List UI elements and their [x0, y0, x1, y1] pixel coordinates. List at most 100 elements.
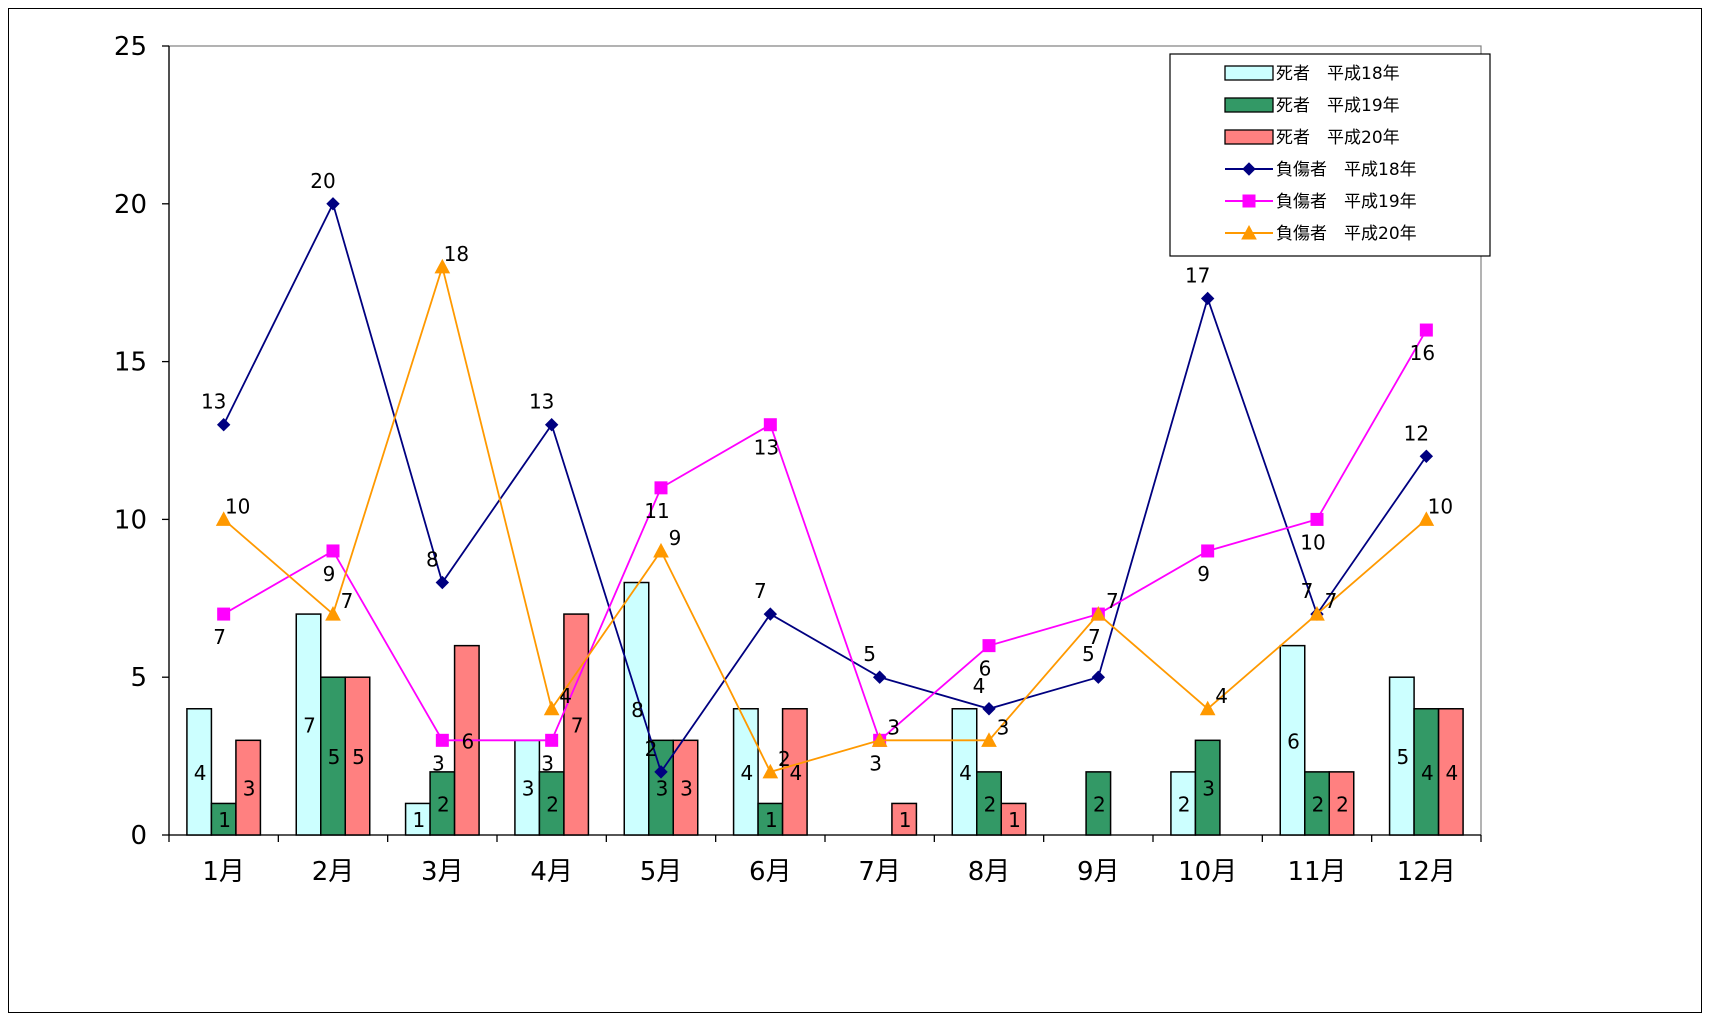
- bar-value-label: 1: [412, 808, 425, 832]
- bar: [1085, 771, 1112, 836]
- legend-label: 負傷者 平成18年: [1276, 160, 1417, 180]
- point-value-label: 16: [1410, 341, 1435, 365]
- bar: [186, 708, 213, 836]
- legend-label: 負傷者 平成19年: [1276, 192, 1417, 212]
- point-value-label: 11: [644, 499, 669, 523]
- bar: [404, 802, 431, 836]
- point-value-label: 3: [541, 751, 554, 775]
- point-value-label: 9: [1197, 562, 1210, 586]
- point-value-label: 7: [1088, 625, 1101, 649]
- bar-value-label: 2: [1178, 792, 1191, 816]
- bar-value-label: 4: [1421, 761, 1434, 785]
- point-value-label: 7: [1325, 589, 1338, 613]
- diamond-marker: [763, 607, 778, 621]
- legend-label: 死者 平成20年: [1276, 128, 1400, 148]
- point-value-label: 7: [213, 625, 226, 649]
- triangle-marker: [1090, 606, 1107, 621]
- y-tick-label: 0: [130, 821, 147, 851]
- bar-value-label: 3: [680, 777, 693, 801]
- square-marker: [217, 607, 231, 621]
- point-value-label: 9: [323, 562, 336, 586]
- x-tick-label: 6月: [749, 857, 792, 887]
- point-value-label: 7: [341, 589, 354, 613]
- bar-value-label: 1: [218, 808, 231, 832]
- bar-value-label: 5: [328, 745, 341, 769]
- bar-layer: [186, 581, 1464, 836]
- bar-value-label: 4: [740, 761, 753, 785]
- bar: [1170, 771, 1197, 836]
- point-value-label: 10: [225, 494, 250, 518]
- bar-value-label: 3: [1202, 777, 1215, 801]
- bar-value-label: 4: [959, 761, 972, 785]
- y-tick-label: 10: [114, 505, 147, 535]
- x-tick-label: 9月: [1077, 857, 1120, 887]
- triangle-marker: [653, 542, 669, 558]
- x-tick-label: 1月: [202, 857, 245, 887]
- diamond-marker: [1242, 162, 1256, 176]
- bar-value-label: 7: [303, 714, 316, 738]
- diamond-marker: [654, 765, 668, 779]
- x-tick-label: 8月: [968, 857, 1011, 887]
- square-marker: [763, 418, 777, 432]
- bar-value-label: 3: [656, 777, 669, 801]
- bar-value-label: 4: [1445, 761, 1458, 785]
- triangle-marker: [1241, 224, 1257, 240]
- series-line: [223, 263, 1427, 773]
- triangle-marker: [1199, 700, 1216, 716]
- square-marker: [326, 544, 340, 558]
- diamond-marker: [1419, 449, 1434, 463]
- point-value-label: 13: [754, 436, 779, 460]
- point-value-label: 8: [426, 548, 439, 572]
- square-marker: [1419, 323, 1433, 337]
- diamond-marker: [982, 702, 996, 716]
- x-tick-label: 4月: [530, 857, 573, 887]
- bar-value-label: 5: [352, 745, 365, 769]
- bar-value-label: 2: [1336, 792, 1349, 816]
- bar: [623, 581, 650, 836]
- triangle-marker: [215, 511, 232, 526]
- point-value-label: 9: [669, 526, 682, 550]
- bar: [781, 708, 808, 836]
- triangle-marker: [1309, 606, 1325, 621]
- bar: [1437, 708, 1464, 836]
- bar: [344, 676, 371, 836]
- bar-value-label: 1: [765, 808, 778, 832]
- triangle-marker: [981, 732, 997, 747]
- bar: [1328, 771, 1355, 836]
- point-value-label: 6: [979, 657, 992, 681]
- legend-swatch: [1224, 65, 1274, 81]
- square-marker: [435, 733, 449, 747]
- bar-value-label: 6: [461, 729, 474, 753]
- point-value-label: 20: [310, 169, 335, 193]
- bar: [1304, 771, 1330, 836]
- x-tick-label: 3月: [421, 857, 464, 887]
- point-value-label: 2: [645, 737, 658, 761]
- point-value-label: 18: [444, 242, 469, 266]
- square-marker: [545, 733, 559, 747]
- y-tick-label: 5: [130, 663, 147, 693]
- bar: [1279, 644, 1306, 836]
- point-value-label: 4: [1215, 684, 1228, 708]
- triangle-marker: [543, 700, 560, 716]
- x-tick-label: 5月: [640, 857, 683, 887]
- bar: [732, 708, 759, 836]
- triangle-marker: [762, 763, 779, 779]
- point-value-label: 7: [1301, 579, 1314, 603]
- bar-value-label: 2: [1093, 792, 1106, 816]
- x-tick-label: 12月: [1397, 857, 1456, 887]
- triangle-marker: [434, 258, 451, 274]
- bar: [1388, 676, 1415, 836]
- diamond-marker: [435, 575, 450, 590]
- point-value-label: 3: [997, 715, 1010, 739]
- triangle-marker: [871, 732, 888, 747]
- point-value-label: 17: [1185, 263, 1210, 287]
- bar: [672, 739, 699, 836]
- square-marker: [654, 481, 668, 495]
- point-value-label: 4: [973, 674, 986, 698]
- bar-value-label: 4: [194, 761, 207, 785]
- bar-value-label: 1: [899, 808, 912, 832]
- point-value-label: 13: [201, 390, 226, 414]
